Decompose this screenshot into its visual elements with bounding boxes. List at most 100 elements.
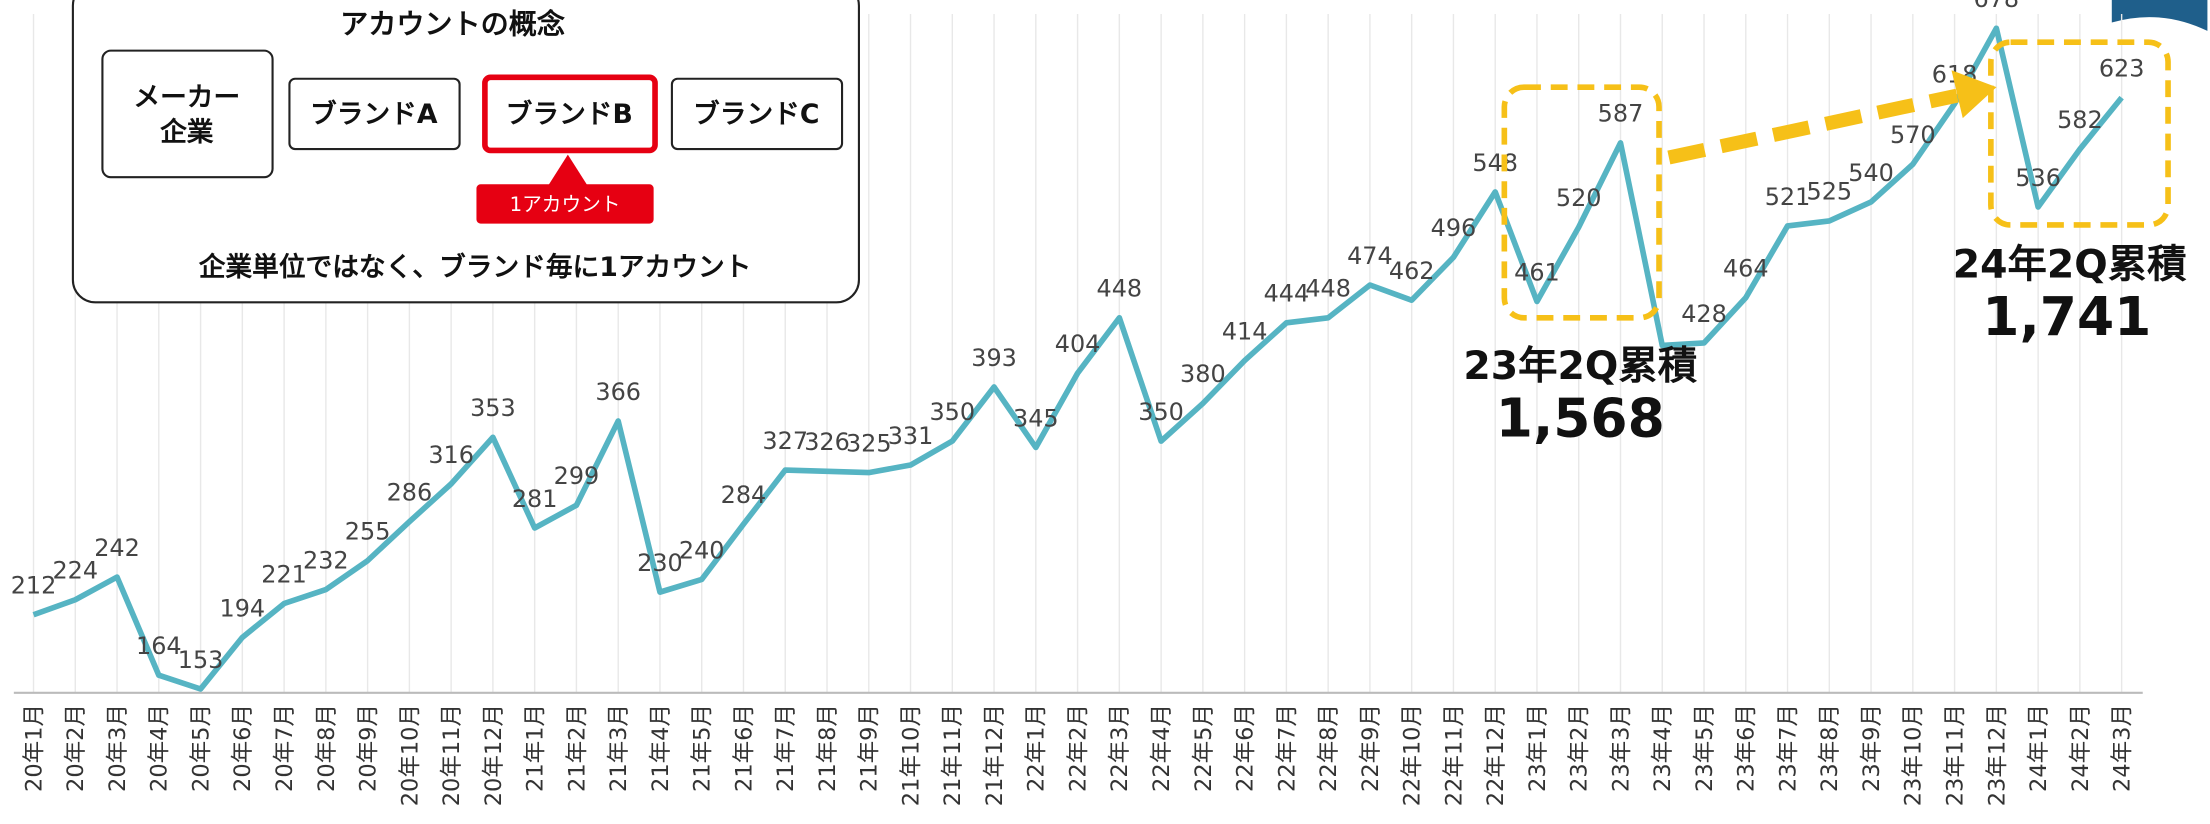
x-tick-label: 24年2月 bbox=[2068, 704, 2094, 792]
x-tick-label: 22年7月 bbox=[1274, 704, 1300, 792]
data-line bbox=[32, 25, 2124, 692]
data-label: 678 bbox=[1974, 0, 2020, 13]
data-label: 623 bbox=[2099, 54, 2145, 82]
data-label: 540 bbox=[1848, 159, 1894, 187]
x-tick-label: 23年9月 bbox=[1859, 704, 1885, 792]
x-tick-label: 22年2月 bbox=[1065, 704, 1091, 792]
data-label: 461 bbox=[1514, 258, 1560, 286]
x-tick-label: 21年2月 bbox=[564, 704, 590, 792]
x-tick-label: 21年11月 bbox=[940, 704, 966, 806]
data-label: 299 bbox=[554, 462, 600, 490]
highlights: 23年2Q累積 1,568 24年2Q累積 1,741 bbox=[1463, 39, 2187, 449]
data-label: 232 bbox=[303, 546, 349, 574]
data-label: 428 bbox=[1681, 300, 1727, 328]
brand-box bbox=[670, 77, 844, 151]
corner-decoration bbox=[2111, 0, 2208, 31]
x-tick-label: 21年12月 bbox=[982, 704, 1008, 806]
inset: アカウントの概念 メーカー 企業 ブランドA ブランドB ブランドC 1アカウン… bbox=[71, 0, 860, 304]
data-label: 224 bbox=[52, 557, 98, 585]
inset-caption: 企業単位ではなく、ブランド毎に1アカウント bbox=[199, 252, 752, 283]
x-tick-label: 21年1月 bbox=[523, 704, 549, 792]
company-label: メーカー bbox=[133, 82, 240, 113]
annotation-total: 1,568 bbox=[1496, 386, 1665, 449]
data-label: 393 bbox=[971, 344, 1017, 372]
data-label: 327 bbox=[762, 427, 808, 455]
x-tick-label: 23年1月 bbox=[1525, 704, 1551, 792]
company-box bbox=[101, 49, 274, 179]
x-tick-label: 23年7月 bbox=[1775, 704, 1801, 792]
arrow-head bbox=[1951, 70, 1997, 119]
data-label: 536 bbox=[2015, 164, 2061, 192]
x-tick-label: 24年3月 bbox=[2110, 704, 2136, 792]
x-tick-label: 22年6月 bbox=[1233, 704, 1259, 792]
annotation: 23年2Q累積 bbox=[1463, 343, 1697, 389]
x-tick-label: 23年3月 bbox=[1608, 704, 1634, 792]
brand-label: ブランドC bbox=[693, 99, 819, 130]
x-tick-label: 20年12月 bbox=[481, 704, 507, 806]
x-tick-label: 22年5月 bbox=[1191, 704, 1217, 792]
x-tick-label: 23年6月 bbox=[1734, 704, 1760, 792]
data-label: 587 bbox=[1598, 100, 1644, 128]
pointer-arrow bbox=[548, 154, 588, 186]
marks: 2122242421641531942212322552863163532812… bbox=[11, 0, 2145, 692]
data-label: 462 bbox=[1389, 257, 1435, 285]
data-label: 380 bbox=[1180, 360, 1226, 388]
grid: 20年1月 20年2月 20年3月 20年4月 20年5月 20年6月 20年7月 20年8月… bbox=[13, 14, 2143, 806]
x-tick-label: 20年6月 bbox=[230, 704, 256, 792]
x-tick-label: 22年4月 bbox=[1149, 704, 1175, 792]
data-label: 221 bbox=[261, 560, 307, 588]
pointer-box bbox=[476, 184, 654, 224]
data-label: 194 bbox=[220, 594, 266, 622]
data-label: 212 bbox=[11, 572, 57, 600]
highlight-box bbox=[1988, 39, 2171, 228]
data-label: 520 bbox=[1556, 184, 1602, 212]
x-tick-label: 20年10月 bbox=[397, 704, 423, 806]
data-label: 366 bbox=[595, 378, 641, 406]
data-label: 570 bbox=[1890, 121, 1936, 149]
annotation: 24年2Q累積 bbox=[1953, 242, 2187, 288]
x-tick-label: 21年8月 bbox=[815, 704, 841, 792]
x-tick-label: 22年10月 bbox=[1400, 704, 1426, 806]
data-label: 548 bbox=[1472, 149, 1518, 177]
annotation-total: 1,741 bbox=[1982, 285, 2151, 348]
data-label: 164 bbox=[136, 632, 182, 660]
brand-label: ブランドB bbox=[506, 99, 633, 130]
x-tick-label: 22年12月 bbox=[1483, 704, 1509, 806]
x-tick-label: 23年5月 bbox=[1692, 704, 1718, 792]
pointer-label: 1アカウント bbox=[510, 193, 621, 216]
x-tick-label: 21年6月 bbox=[731, 704, 757, 792]
data-label: 350 bbox=[929, 398, 975, 426]
data-label: 153 bbox=[178, 646, 224, 674]
data-label: 464 bbox=[1723, 255, 1769, 283]
data-label: 326 bbox=[804, 428, 850, 456]
x-tick-label: 20年3月 bbox=[105, 704, 131, 792]
x-tick-label: 22年1月 bbox=[1024, 704, 1050, 792]
data-label: 350 bbox=[1138, 398, 1184, 426]
x-tick-label: 20年5月 bbox=[188, 704, 214, 792]
x-tick-label: 24年1月 bbox=[2026, 704, 2052, 792]
data-label: 496 bbox=[1431, 214, 1477, 242]
data-label: 286 bbox=[387, 479, 433, 507]
brand-label: ブランドA bbox=[310, 99, 438, 130]
company-label: 企業 bbox=[160, 117, 214, 148]
data-label: 242 bbox=[94, 534, 140, 562]
data-label: 414 bbox=[1222, 317, 1268, 345]
highlight-box bbox=[1501, 84, 1662, 321]
x-tick-label: 21年10月 bbox=[898, 704, 924, 806]
data-label: 325 bbox=[846, 429, 892, 457]
brand-box bbox=[482, 74, 658, 154]
x-tick-label: 22年9月 bbox=[1358, 704, 1384, 792]
x-tick-label: 23年12月 bbox=[1984, 704, 2010, 806]
x-tick-label: 20年2月 bbox=[63, 704, 89, 792]
x-tick-label: 20年9月 bbox=[356, 704, 382, 792]
brand-box bbox=[288, 77, 461, 151]
data-label: 448 bbox=[1305, 275, 1351, 303]
data-label: 448 bbox=[1097, 275, 1143, 303]
data-label: 255 bbox=[345, 518, 391, 546]
data-label: 331 bbox=[888, 422, 934, 450]
x-tick-label: 21年4月 bbox=[648, 704, 674, 792]
data-label: 284 bbox=[721, 481, 767, 509]
data-label: 230 bbox=[637, 549, 683, 577]
x-tick-label: 23年2月 bbox=[1567, 704, 1593, 792]
data-label: 345 bbox=[1013, 404, 1059, 432]
